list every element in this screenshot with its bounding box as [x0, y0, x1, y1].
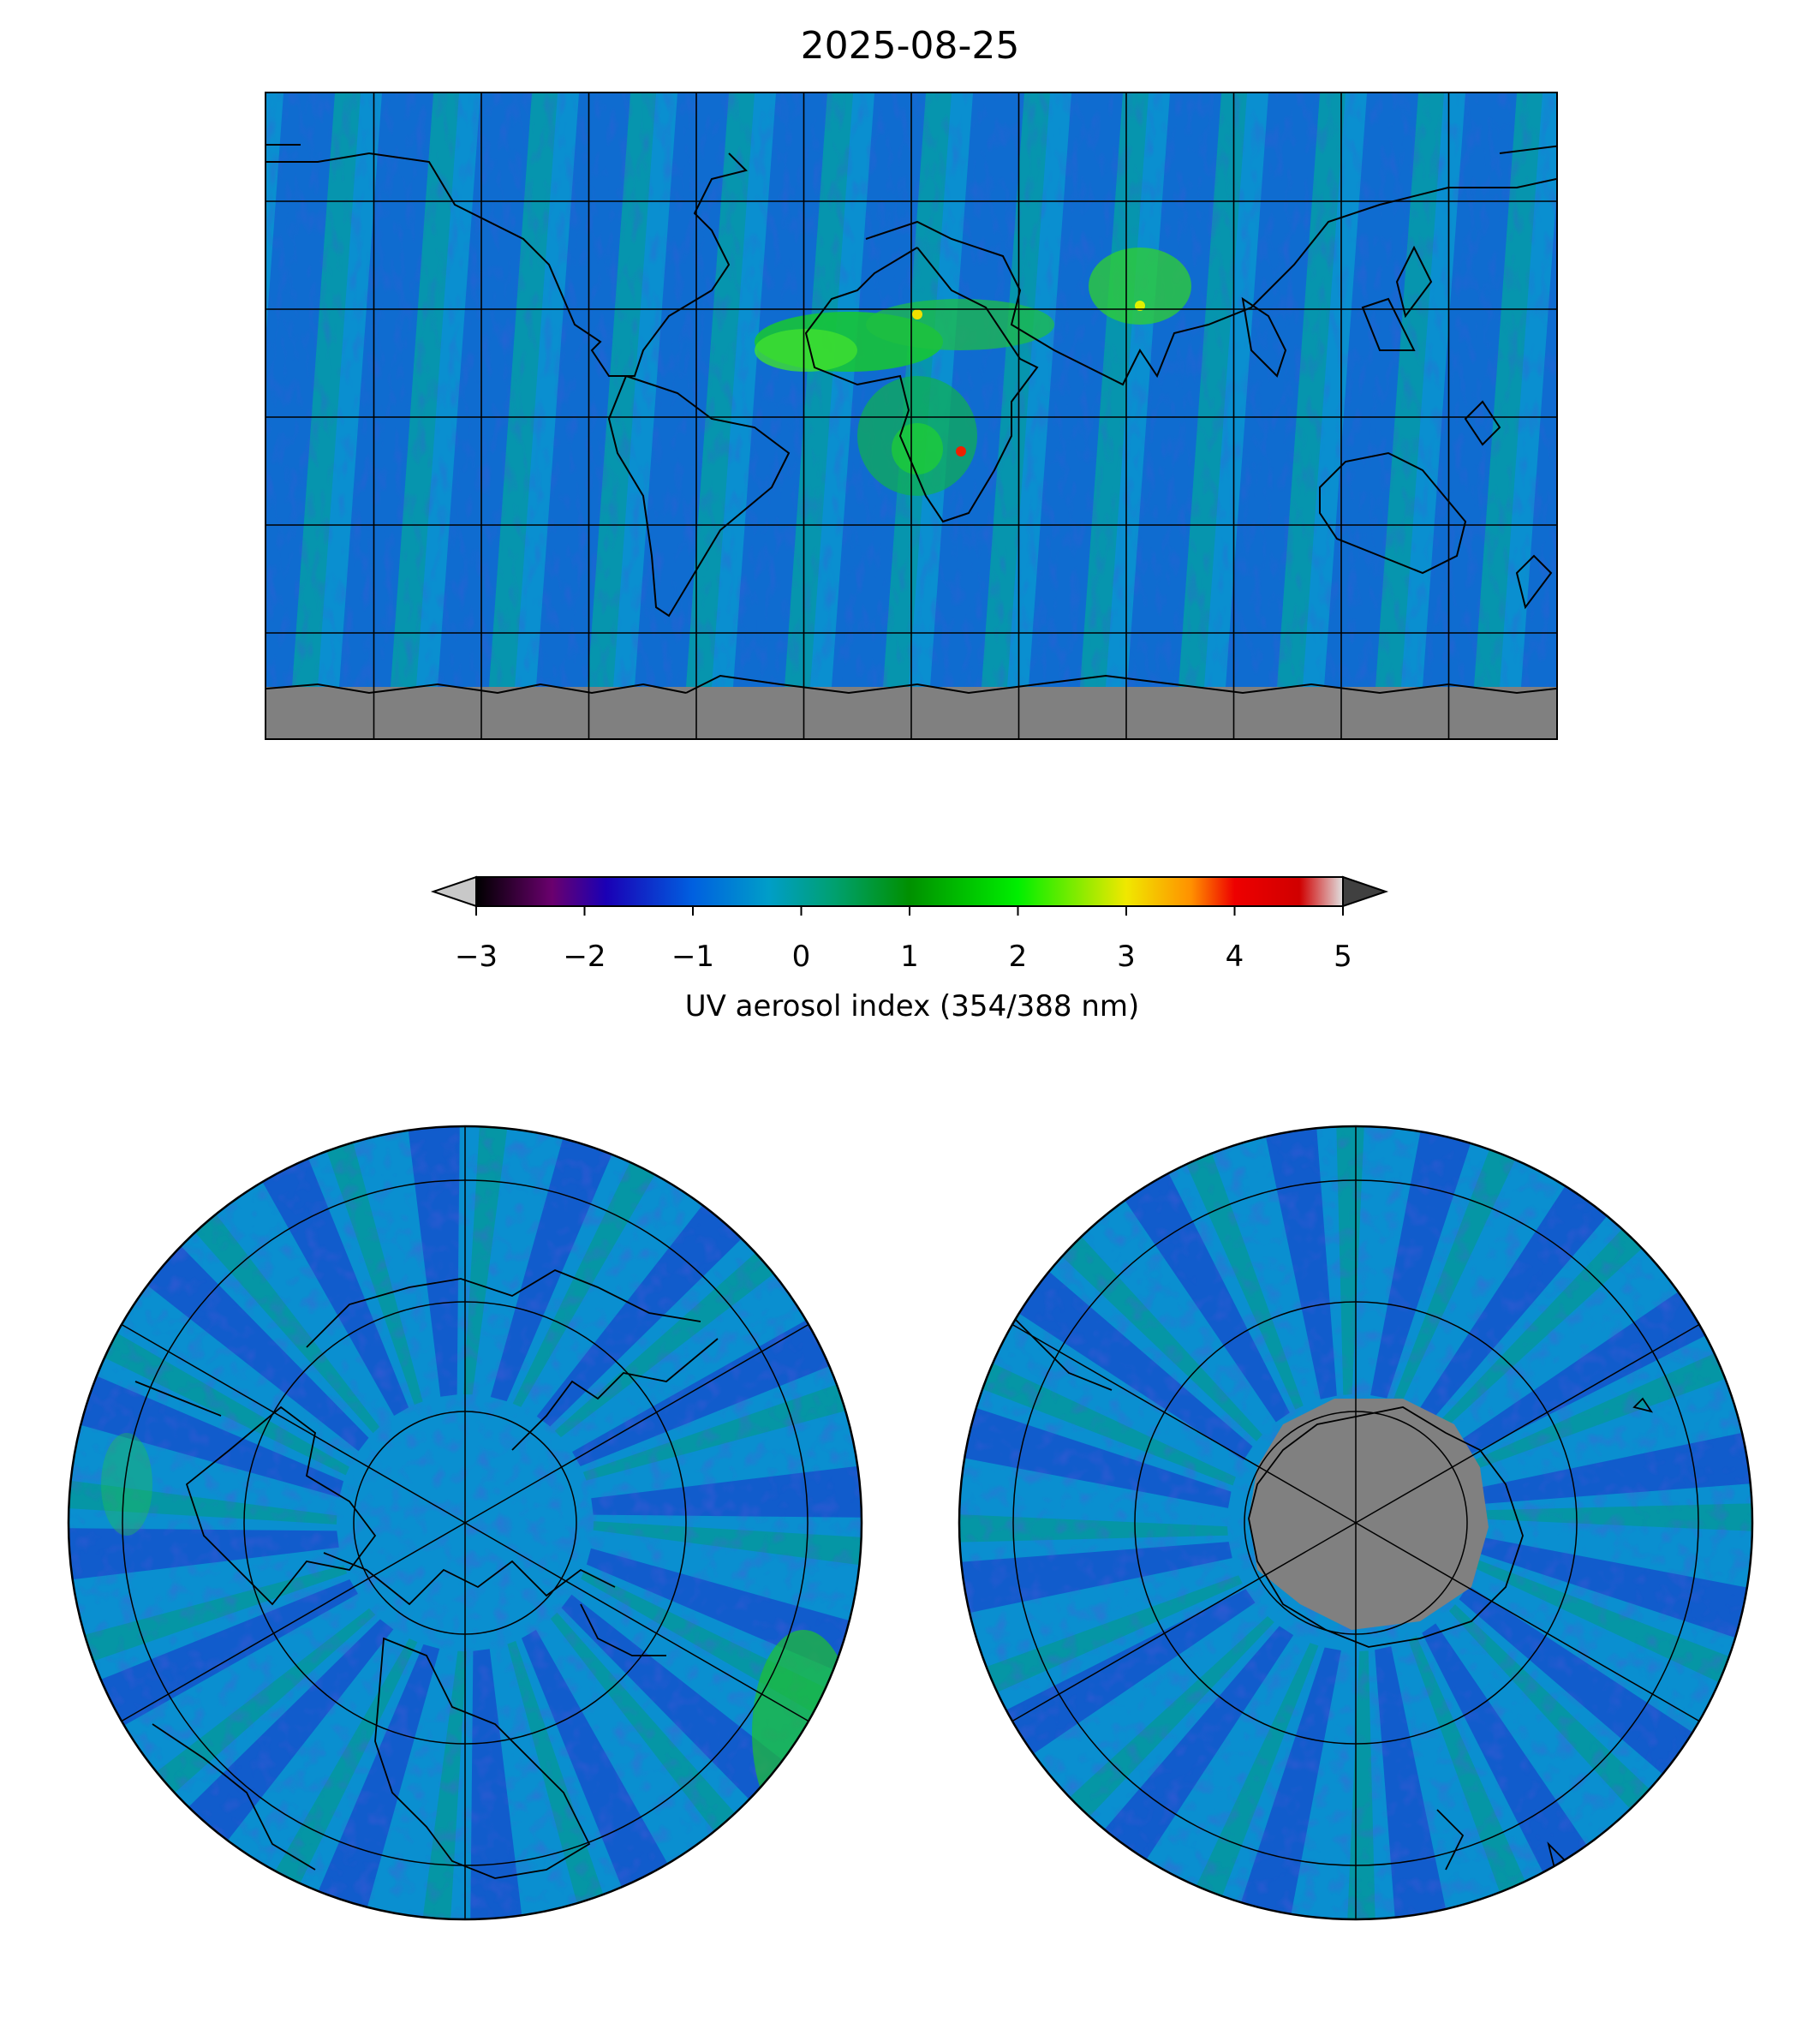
north-graticule: [121, 1126, 809, 1919]
colorbar-tick-label: 4: [1225, 940, 1244, 974]
south-map-boundary: [958, 1125, 1754, 1921]
colorbar-tick-label: −3: [454, 940, 498, 974]
colorbar-gradient: [475, 876, 1344, 907]
global-map-canvas: [266, 93, 1556, 738]
colorbar-tick-label: 1: [900, 940, 919, 974]
colorbar-tick-label: 0: [791, 940, 811, 974]
colorbar-label: UV aerosol index (354/388 nm): [684, 989, 1140, 1023]
colorbar-tick-label: 5: [1334, 940, 1352, 974]
north-map-boundary: [67, 1125, 863, 1921]
colorbar-tick-label: 3: [1117, 940, 1136, 974]
south-polar-canvas: [958, 1125, 1754, 1921]
graticule: [266, 93, 1556, 738]
figure-title: 2025-08-25: [800, 24, 1020, 68]
south-graticule: [1011, 1126, 1700, 1919]
south-no-data-region: [1249, 1399, 1489, 1630]
colorbar-bar: [430, 875, 1389, 916]
colorbar-tick-label: −2: [563, 940, 606, 974]
global-aerosol-map: [265, 92, 1558, 740]
colorbar-under-extension: [430, 875, 477, 908]
colorbar-tick-label: −1: [671, 940, 715, 974]
south-polar-map: [958, 1125, 1754, 1921]
coastlines: [266, 144, 1556, 695]
colorbar-over-extension: [1342, 875, 1389, 908]
colorbar-tick-label: 2: [1008, 940, 1028, 974]
north-polar-map: [67, 1125, 863, 1921]
colorbar: −3 −2 −1 0 1 2 3 4 5 UV aerosol index (354/388 n…: [428, 869, 1396, 1041]
north-polar-canvas: [67, 1125, 863, 1921]
north-coastlines: [134, 1268, 804, 1879]
